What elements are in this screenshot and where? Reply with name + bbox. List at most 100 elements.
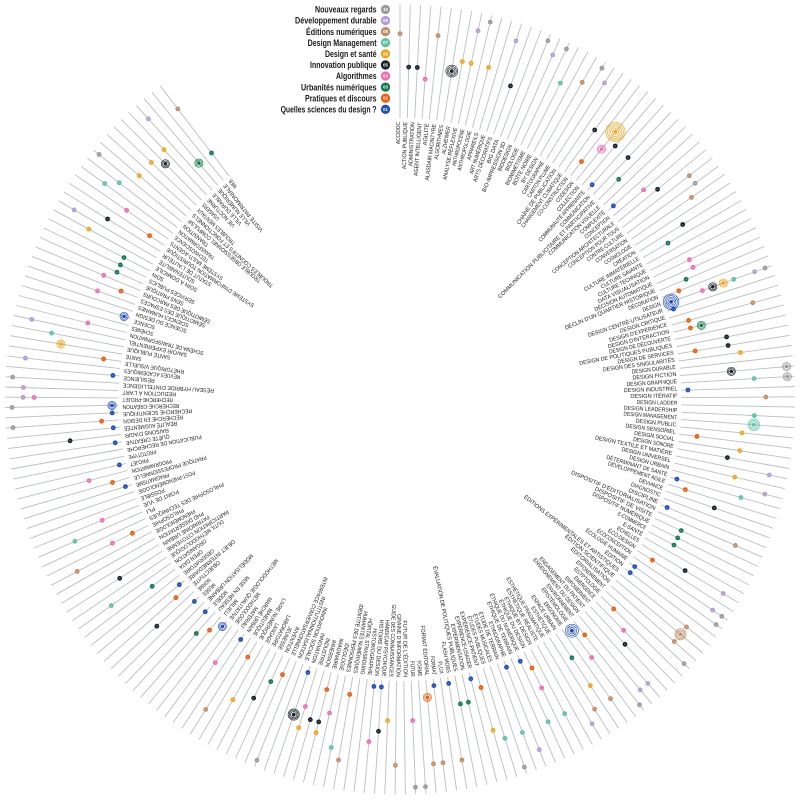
svg-text:06: 06 [163, 150, 166, 152]
svg-text:02: 02 [531, 668, 534, 670]
svg-text:08: 08 [337, 760, 340, 762]
svg-text:05: 05 [727, 345, 730, 347]
svg-text:07: 07 [753, 378, 756, 380]
svg-text:05: 05 [416, 67, 419, 69]
svg-text:02: 02 [689, 328, 692, 330]
svg-text:06: 06 [232, 700, 235, 702]
svg-text:09: 09 [764, 494, 767, 496]
svg-text:06: 06 [298, 728, 301, 730]
svg-text:DESIGN GRAPHIQUE: DESIGN GRAPHIQUE [626, 379, 677, 388]
svg-text:04: 04 [328, 713, 331, 715]
svg-text:10: 10 [11, 377, 14, 379]
svg-text:01: 01 [470, 679, 473, 681]
svg-text:HISTORIOGRAPHIE: HISTORIOGRAPHIE [366, 628, 377, 676]
svg-text:04: 04 [424, 79, 427, 81]
svg-text:DESIGN PUBLIC: DESIGN PUBLIC [635, 419, 676, 429]
svg-text:05: 05 [614, 146, 617, 148]
svg-text:07: 07 [547, 722, 550, 724]
svg-text:07: 07 [504, 738, 507, 740]
svg-text:04: 04 [541, 688, 544, 690]
svg-text:01: 01 [505, 667, 508, 669]
svg-text:06: 06 [383, 51, 388, 56]
svg-text:02: 02 [349, 694, 352, 696]
svg-text:09: 09 [552, 55, 555, 57]
svg-text:DESIGN MANAGEMENT: DESIGN MANAGEMENT [623, 411, 677, 421]
svg-text:Design Management: Design Management [308, 38, 377, 48]
svg-text:01: 01 [383, 107, 388, 112]
svg-text:08: 08 [399, 34, 402, 36]
svg-text:07: 07 [559, 83, 562, 85]
svg-text:04: 04 [101, 520, 104, 522]
svg-text:05: 05 [156, 626, 159, 628]
svg-text:DESIGN INDUSTRIEL: DESIGN INDUSTRIEL [624, 386, 678, 394]
svg-text:08: 08 [205, 709, 208, 711]
svg-text:03: 03 [383, 85, 388, 90]
svg-text:05: 05 [253, 698, 256, 700]
svg-text:03: 03 [459, 704, 462, 706]
svg-text:04: 04 [383, 74, 388, 79]
svg-text:04: 04 [96, 291, 99, 293]
svg-text:03: 03 [195, 633, 198, 635]
svg-text:05: 05 [69, 441, 72, 443]
svg-text:09: 09 [22, 397, 25, 399]
svg-text:03: 03 [119, 265, 122, 267]
svg-text:FLASH MOBS: FLASH MOBS [440, 641, 451, 673]
svg-text:03: 03 [270, 681, 273, 683]
svg-text:01: 01 [307, 672, 310, 674]
svg-text:08: 08 [76, 571, 79, 573]
svg-text:05: 05 [125, 210, 128, 212]
svg-text:06: 06 [470, 63, 473, 65]
svg-text:04: 04 [701, 290, 704, 292]
svg-text:10: 10 [565, 49, 568, 51]
svg-text:10: 10 [715, 624, 718, 626]
svg-text:08: 08 [104, 183, 107, 185]
svg-text:01: 01 [112, 375, 115, 377]
svg-text:01: 01 [380, 687, 383, 689]
svg-text:09: 09 [383, 18, 388, 23]
svg-text:02: 02 [102, 359, 105, 361]
svg-text:05: 05 [377, 731, 380, 733]
svg-text:09: 09 [73, 210, 76, 212]
svg-text:01: 01 [114, 443, 117, 445]
svg-text:10: 10 [12, 427, 15, 429]
svg-text:05: 05 [408, 67, 411, 69]
svg-text:01: 01 [240, 639, 243, 641]
svg-text:08: 08 [609, 699, 612, 701]
svg-text:RÉSILIENCE: RÉSILIENCE [123, 374, 155, 384]
svg-text:05: 05 [713, 508, 716, 510]
svg-text:08: 08 [383, 29, 388, 34]
svg-text:01: 01 [373, 686, 376, 688]
svg-text:08: 08 [33, 397, 36, 399]
svg-text:02: 02 [111, 482, 114, 484]
svg-text:04: 04 [622, 630, 625, 632]
svg-text:07: 07 [740, 497, 743, 499]
svg-text:06: 06 [138, 176, 141, 178]
svg-text:02: 02 [120, 291, 123, 293]
svg-text:07: 07 [690, 197, 693, 199]
svg-text:08: 08 [673, 641, 676, 643]
svg-text:02: 02 [613, 609, 616, 611]
svg-text:01: 01 [687, 390, 690, 392]
svg-text:01: 01 [676, 479, 679, 481]
svg-text:06: 06 [368, 742, 371, 744]
svg-text:HANDICAP PSYCHIQUE: HANDICAP PSYCHIQUE [380, 620, 390, 677]
svg-text:08: 08 [685, 627, 688, 629]
svg-text:05: 05 [309, 720, 312, 722]
svg-text:06: 06 [461, 61, 464, 63]
svg-text:02: 02 [687, 320, 690, 322]
svg-text:10: 10 [489, 22, 492, 24]
svg-text:10: 10 [523, 767, 526, 769]
svg-text:01: 01 [433, 685, 436, 687]
svg-text:10: 10 [256, 760, 259, 762]
svg-text:02: 02 [580, 161, 583, 163]
svg-text:08: 08 [581, 82, 584, 84]
svg-text:09: 09 [711, 610, 714, 612]
svg-text:01: 01 [118, 465, 121, 467]
svg-text:03: 03 [677, 538, 680, 540]
svg-text:04: 04 [386, 721, 389, 723]
svg-text:GUIDE DES CONNAISSANCES: GUIDE DES CONNAISSANCES [387, 604, 396, 677]
svg-text:08: 08 [442, 763, 445, 765]
svg-text:04: 04 [214, 662, 217, 664]
svg-text:02: 02 [694, 351, 697, 353]
svg-text:02: 02 [480, 687, 483, 689]
